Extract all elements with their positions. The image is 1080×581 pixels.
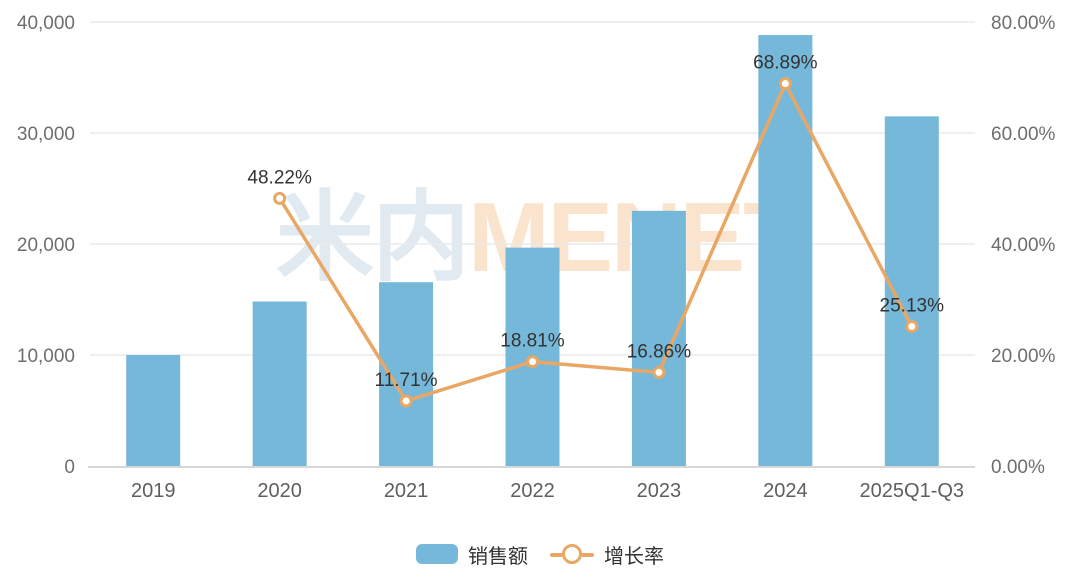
x-axis-category-label: 2025Q1-Q3: [860, 480, 965, 502]
legend-label-growth: 增长率: [604, 545, 664, 568]
sales-bar: [126, 355, 181, 466]
chart-legend: 销售额 增长率: [0, 538, 1080, 570]
left-axis-tick-label: 10,000: [17, 346, 75, 367]
growth-rate-data-label: 68.89%: [753, 53, 818, 74]
legend-label-sales: 销售额: [468, 545, 528, 568]
legend-item-growth[interactable]: 增长率: [550, 540, 664, 569]
right-axis-tick-label: 60.00%: [991, 124, 1056, 145]
x-axis-category-label: 2023: [637, 480, 682, 502]
left-axis-tick-label: 40,000: [17, 13, 75, 34]
left-axis-tick-label: 0: [64, 457, 75, 478]
legend-item-sales[interactable]: 销售额: [416, 540, 528, 569]
x-axis-category-label: 2019: [131, 480, 176, 502]
left-axis-tick-label: 30,000: [17, 124, 75, 145]
x-axis-category-label: 2020: [257, 480, 302, 502]
growth-rate-data-label: 48.22%: [247, 167, 312, 188]
growth-rate-line: [278, 81, 914, 403]
sales-bar: [758, 35, 813, 466]
left-axis-tick-label: 20,000: [17, 235, 75, 256]
right-axis-tick-label: 40.00%: [991, 235, 1056, 256]
growth-rate-point: [778, 77, 792, 91]
x-axis-category-label: 2024: [763, 480, 808, 502]
growth-rate-data-label: 25.13%: [880, 296, 945, 317]
growth-rate-data-label: 16.86%: [627, 341, 692, 362]
sales-bar: [631, 210, 686, 466]
right-axis-tick-label: 0.00%: [991, 457, 1045, 478]
right-axis-tick-label: 80.00%: [991, 13, 1056, 34]
growth-rate-point: [273, 191, 287, 205]
growth-rate-data-label: 11.71%: [375, 370, 438, 391]
x-axis-category-label: 2022: [510, 480, 555, 502]
chart-canvas: 0 0.00% 10,000 20.00% 20,000 40.00% 30,000 60.0…: [17, 13, 1056, 502]
x-axis-category-label: 2021: [384, 480, 429, 502]
growth-rate-point: [652, 365, 666, 379]
line-series-marker-icon: [550, 544, 594, 564]
right-axis-tick-label: 20.00%: [991, 346, 1056, 367]
growth-rate-point: [905, 320, 919, 334]
bar-series-swatch: [416, 544, 458, 564]
growth-rate-point: [526, 355, 539, 369]
sales-bar: [252, 301, 307, 466]
growth-rate-point: [399, 394, 413, 408]
growth-rate-data-label: 18.81%: [500, 331, 565, 352]
